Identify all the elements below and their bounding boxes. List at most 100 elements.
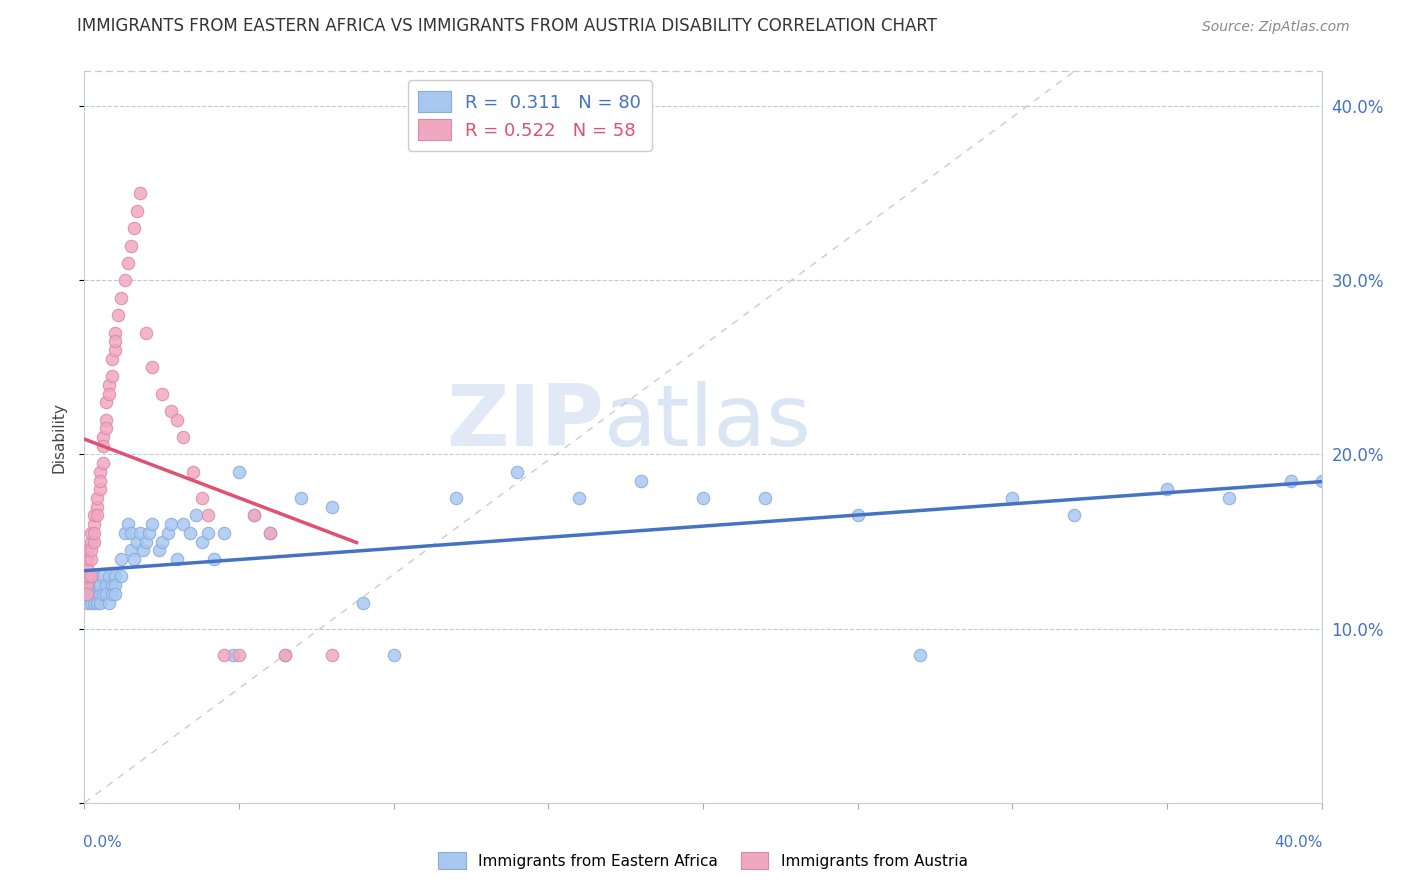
- Point: [212, 525, 235, 540]
- Y-axis label: Disability: Disability: [51, 401, 66, 473]
- Point: [148, 543, 170, 558]
- Point: [172, 517, 194, 532]
- Point: [228, 465, 250, 479]
- Point: [83, 517, 105, 532]
- Point: [76, 543, 98, 558]
- Point: [76, 587, 98, 601]
- Point: [197, 508, 219, 523]
- Point: [79, 578, 101, 592]
- Point: [141, 517, 163, 532]
- Point: [120, 543, 142, 558]
- Point: [444, 491, 467, 505]
- Point: [86, 595, 108, 609]
- Text: 40.0%: 40.0%: [1274, 835, 1323, 850]
- Point: [122, 221, 145, 235]
- Point: [94, 587, 117, 601]
- Text: ZIP: ZIP: [446, 381, 605, 464]
- Point: [120, 238, 142, 252]
- Point: [83, 508, 105, 523]
- Point: [150, 386, 173, 401]
- Point: [79, 569, 101, 583]
- Point: [150, 534, 173, 549]
- Legend: Immigrants from Eastern Africa, Immigrants from Austria: Immigrants from Eastern Africa, Immigran…: [432, 846, 974, 875]
- Point: [83, 595, 105, 609]
- Point: [79, 543, 101, 558]
- Point: [91, 430, 114, 444]
- Point: [184, 508, 207, 523]
- Point: [1001, 491, 1024, 505]
- Point: [129, 186, 152, 201]
- Point: [110, 291, 132, 305]
- Point: [94, 421, 117, 435]
- Point: [91, 456, 114, 470]
- Point: [76, 569, 98, 583]
- Point: [76, 569, 98, 583]
- Point: [79, 578, 101, 592]
- Point: [101, 578, 124, 592]
- Point: [104, 334, 127, 349]
- Point: [79, 569, 101, 583]
- Point: [222, 648, 245, 662]
- Point: [98, 377, 121, 392]
- Point: [101, 587, 124, 601]
- Point: [86, 587, 108, 601]
- Point: [1156, 483, 1178, 497]
- Point: [321, 648, 343, 662]
- Point: [352, 595, 374, 609]
- Point: [76, 569, 98, 583]
- Point: [101, 351, 124, 366]
- Point: [1279, 474, 1302, 488]
- Point: [166, 552, 188, 566]
- Point: [91, 569, 114, 583]
- Point: [243, 508, 266, 523]
- Point: [160, 517, 183, 532]
- Point: [117, 256, 139, 270]
- Point: [79, 525, 101, 540]
- Point: [212, 648, 235, 662]
- Point: [76, 587, 98, 601]
- Point: [110, 569, 132, 583]
- Point: [101, 369, 124, 384]
- Legend: R =  0.311   N = 80, R = 0.522   N = 58: R = 0.311 N = 80, R = 0.522 N = 58: [408, 80, 652, 151]
- Point: [506, 465, 529, 479]
- Point: [79, 595, 101, 609]
- Point: [692, 491, 714, 505]
- Point: [156, 525, 179, 540]
- Point: [125, 534, 148, 549]
- Point: [76, 578, 98, 592]
- Text: Source: ZipAtlas.com: Source: ZipAtlas.com: [1202, 21, 1350, 34]
- Point: [1310, 474, 1333, 488]
- Point: [89, 483, 111, 497]
- Point: [1063, 508, 1085, 523]
- Point: [259, 525, 281, 540]
- Point: [76, 587, 98, 601]
- Point: [122, 552, 145, 566]
- Point: [274, 648, 297, 662]
- Point: [83, 534, 105, 549]
- Point: [754, 491, 776, 505]
- Point: [117, 517, 139, 532]
- Point: [79, 534, 101, 549]
- Text: 0.0%: 0.0%: [83, 835, 122, 850]
- Point: [290, 491, 312, 505]
- Point: [630, 474, 652, 488]
- Point: [83, 569, 105, 583]
- Point: [846, 508, 869, 523]
- Point: [120, 525, 142, 540]
- Point: [76, 552, 98, 566]
- Point: [86, 491, 108, 505]
- Point: [274, 648, 297, 662]
- Point: [132, 543, 155, 558]
- Point: [104, 578, 127, 592]
- Point: [83, 525, 105, 540]
- Point: [125, 203, 148, 218]
- Point: [321, 500, 343, 514]
- Point: [181, 465, 204, 479]
- Point: [94, 412, 117, 426]
- Point: [228, 648, 250, 662]
- Point: [89, 587, 111, 601]
- Point: [197, 525, 219, 540]
- Point: [114, 525, 136, 540]
- Point: [86, 500, 108, 514]
- Point: [202, 552, 225, 566]
